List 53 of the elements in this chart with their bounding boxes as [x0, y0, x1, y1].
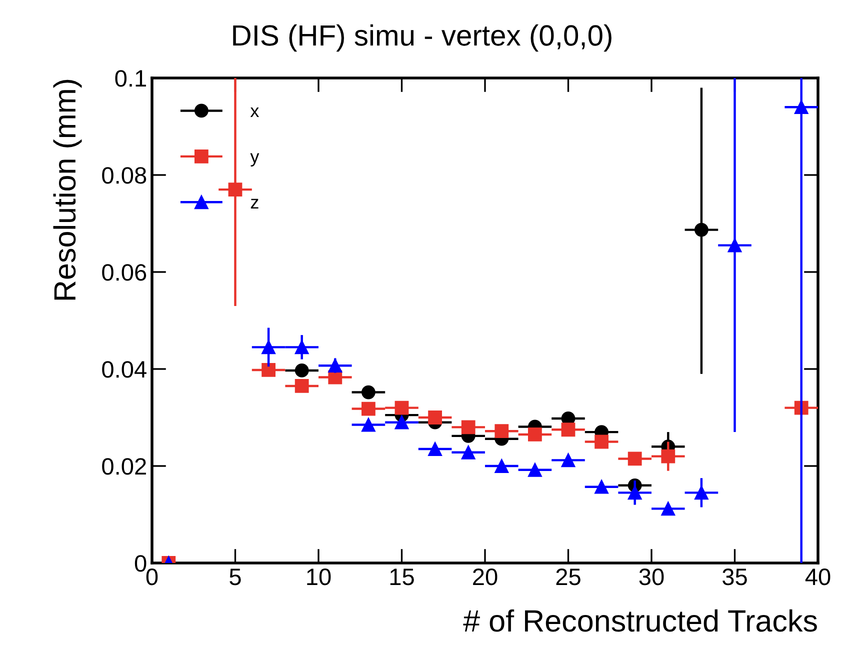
point: [328, 358, 342, 373]
chart-title: DIS (HF) simu - vertex (0,0,0): [233, 24, 612, 52]
x-axis-title: # of Reconstructed Tracks: [463, 609, 817, 632]
y-tick-label: 0: [134, 555, 146, 572]
legend-label: y: [250, 153, 260, 166]
point: [561, 453, 576, 468]
y-tick-label: 0.1: [115, 70, 146, 87]
point: [494, 424, 509, 438]
point: [294, 340, 309, 354]
x-tick-label: 40: [805, 568, 830, 586]
legend-label: z: [250, 198, 258, 208]
x-tick-label: 30: [639, 568, 664, 586]
x-tick-label: 25: [556, 568, 580, 586]
y-tick-label: 0.02: [102, 458, 146, 475]
y-tick-label: 0.04: [102, 361, 146, 378]
y-axis-title: Resolution (mm): [53, 80, 82, 300]
point: [661, 502, 676, 516]
point: [461, 445, 476, 460]
point: [528, 462, 542, 477]
point: [661, 449, 676, 464]
point: [694, 486, 708, 500]
y-tick-label: 0.06: [102, 264, 146, 281]
point: [628, 486, 642, 500]
point: [394, 400, 409, 415]
x-tick-label: 10: [307, 568, 331, 586]
point: [262, 363, 276, 377]
point: [628, 452, 642, 466]
x-tick-label: 0: [146, 568, 158, 586]
point: [394, 415, 409, 430]
point: [528, 428, 542, 442]
x-tick-label: 35: [722, 568, 747, 586]
point: [362, 418, 376, 432]
legend-label: x: [250, 107, 260, 118]
point: [362, 402, 376, 416]
point: [294, 364, 309, 378]
point: [561, 422, 576, 437]
point: [728, 238, 742, 252]
point: [428, 442, 442, 456]
point: [228, 182, 242, 196]
point: [694, 222, 708, 237]
x-tick-label: 15: [390, 568, 414, 586]
point: [494, 459, 509, 473]
point: [294, 379, 309, 393]
point: [794, 100, 808, 114]
y-tick-label: 0.08: [102, 167, 146, 184]
point: [362, 385, 376, 400]
x-tick-label: 20: [473, 568, 498, 586]
point: [594, 434, 608, 449]
point: [262, 340, 276, 354]
point: [428, 410, 442, 424]
x-tick-label: 5: [230, 568, 241, 586]
point: [594, 480, 608, 494]
point: [461, 420, 476, 434]
